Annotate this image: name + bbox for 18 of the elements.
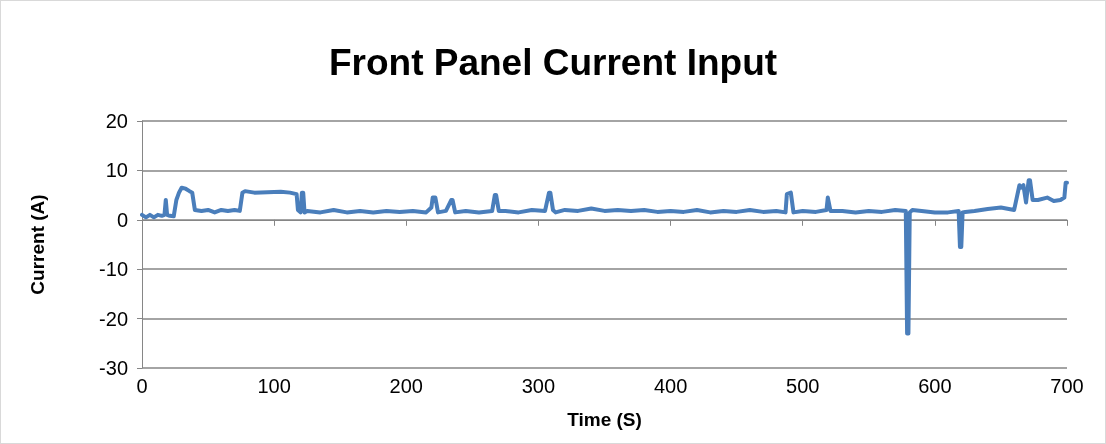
x-tick-label: 400 [653, 375, 688, 397]
x-axis-title: Time (S) [567, 409, 642, 430]
y-tick-label: -30 [99, 357, 128, 379]
x-tick-label: 200 [389, 375, 423, 397]
x-tick-label: 700 [1050, 375, 1084, 397]
x-tick-label: 0 [136, 375, 148, 397]
x-tick-label: 500 [786, 375, 820, 397]
line-series [140, 178, 1069, 336]
y-tick-label: -20 [99, 307, 128, 330]
x-tick-label: 300 [521, 375, 556, 397]
y-tick-label: 0 [116, 208, 128, 231]
y-tick-label: 20 [105, 110, 128, 132]
x-tick-label: 600 [918, 375, 952, 397]
chart-title: Front Panel Current Input [328, 42, 778, 83]
x-tick-label: 100 [257, 375, 291, 397]
y-axis-title: Current (A) [27, 194, 48, 295]
y-tick-label: -10 [99, 258, 128, 281]
y-tick-label: 10 [105, 159, 128, 182]
